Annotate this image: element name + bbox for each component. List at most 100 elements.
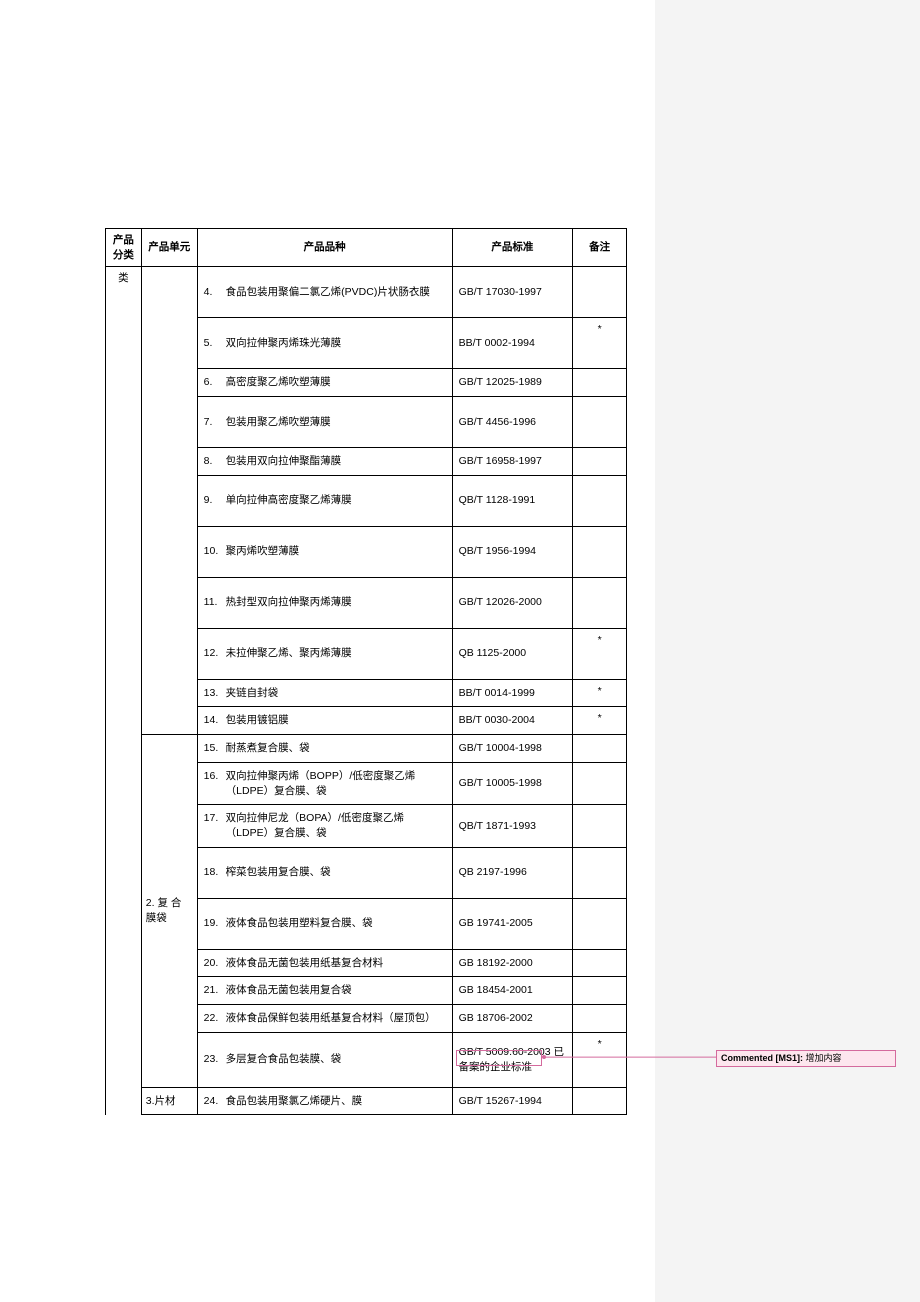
row-number: 11. [204, 595, 226, 610]
row-text: 多层复合食品包装膜、袋 [226, 1052, 444, 1067]
row-text: 高密度聚乙烯吹塑薄膜 [226, 375, 444, 390]
standard-cell: QB 2197-1996 [452, 847, 573, 898]
row-number: 22. [204, 1011, 226, 1026]
variety-cell: 24.食品包装用聚氯乙烯硬片、膜 [197, 1087, 452, 1115]
standard-cell: GB/T 10005-1998 [452, 762, 573, 804]
note-cell: * [573, 318, 627, 369]
table-row: 类 4.食品包装用聚偏二氯乙烯(PVDC)片状肠衣膜 GB/T 17030-19… [106, 267, 627, 318]
note-cell [573, 847, 627, 898]
note-cell [573, 448, 627, 476]
row-text: 聚丙烯吹塑薄膜 [226, 544, 444, 559]
standard-cell: BB/T 0014-1999 [452, 679, 573, 707]
variety-cell: 11.热封型双向拉伸聚丙烯薄膜 [197, 577, 452, 628]
row-number: 24. [204, 1094, 226, 1109]
row-number: 21. [204, 983, 226, 998]
standard-cell: QB/T 1871-1993 [452, 805, 573, 847]
row-text: 榨菜包装用复合膜、袋 [226, 865, 444, 880]
variety-cell: 17.双向拉伸尼龙（BOPA）/低密度聚乙烯（LDPE）复合膜、袋 [197, 805, 452, 847]
row-number: 19. [204, 916, 226, 931]
document-page: 产品分类 产品单元 产品品种 产品标准 备注 类 4.食品包装用聚偏二氯乙烯(P… [0, 0, 655, 1302]
standard-cell: QB/T 1956-1994 [452, 526, 573, 577]
col-header-variety: 产品品种 [197, 229, 452, 267]
comment-bubble[interactable]: Commented [MS1]: 增加内容 [716, 1050, 896, 1067]
row-text: 耐蒸煮复合膜、袋 [226, 741, 444, 756]
row-text: 双向拉伸聚丙烯（BOPP）/低密度聚乙烯（LDPE）复合膜、袋 [226, 769, 444, 798]
note-cell: * [573, 679, 627, 707]
standard-cell: QB/T 1128-1991 [452, 475, 573, 526]
standard-cell: GB/T 16958-1997 [452, 448, 573, 476]
row-number: 6. [204, 375, 226, 390]
category-cell: 类 [106, 267, 142, 1115]
row-text: 液体食品保鲜包装用纸基复合材料（屋顶包） [226, 1011, 444, 1026]
row-text: 包装用双向拉伸聚酯薄膜 [226, 454, 444, 469]
table-row: 2. 复 合 膜袋 15.耐蒸煮复合膜、袋 GB/T 10004-1998 [106, 735, 627, 763]
variety-cell: 5.双向拉伸聚丙烯珠光薄膜 [197, 318, 452, 369]
row-number: 23. [204, 1052, 226, 1067]
standard-cell: GB 18454-2001 [452, 977, 573, 1005]
comment-pane [655, 0, 920, 1302]
standard-cell: GB/T 15267-1994 [452, 1087, 573, 1115]
variety-cell: 7.包装用聚乙烯吹塑薄膜 [197, 397, 452, 448]
note-cell [573, 397, 627, 448]
comment-text: 增加内容 [806, 1053, 842, 1063]
row-text: 夹链自封袋 [226, 686, 444, 701]
note-cell [573, 267, 627, 318]
row-text: 包装用镀铝膜 [226, 713, 444, 728]
row-number: 15. [204, 741, 226, 756]
row-text: 热封型双向拉伸聚丙烯薄膜 [226, 595, 444, 610]
row-text: 液体食品包装用塑料复合膜、袋 [226, 916, 444, 931]
variety-cell: 6.高密度聚乙烯吹塑薄膜 [197, 369, 452, 397]
row-text: 双向拉伸尼龙（BOPA）/低密度聚乙烯（LDPE）复合膜、袋 [226, 811, 444, 840]
note-cell [573, 1087, 627, 1115]
variety-cell: 20.液体食品无菌包装用纸基复合材料 [197, 949, 452, 977]
standard-cell: GB 18706-2002 [452, 1004, 573, 1032]
variety-cell: 16.双向拉伸聚丙烯（BOPP）/低密度聚乙烯（LDPE）复合膜、袋 [197, 762, 452, 804]
row-text: 双向拉伸聚丙烯珠光薄膜 [226, 336, 444, 351]
row-text: 食品包装用聚氯乙烯硬片、膜 [226, 1094, 444, 1109]
row-number: 13. [204, 686, 226, 701]
row-text: 液体食品无菌包装用纸基复合材料 [226, 956, 444, 971]
note-cell [573, 369, 627, 397]
standard-cell: BB/T 0030-2004 [452, 707, 573, 735]
standard-cell: GB/T 17030-1997 [452, 267, 573, 318]
note-cell [573, 475, 627, 526]
variety-cell: 23.多层复合食品包装膜、袋 [197, 1032, 452, 1087]
row-text: 包装用聚乙烯吹塑薄膜 [226, 415, 444, 430]
standard-cell: GB/T 5009.60-2003 已备案的企业标准 [452, 1032, 573, 1087]
row-number: 5. [204, 336, 226, 351]
col-header-unit: 产品单元 [141, 229, 197, 267]
variety-cell: 14.包装用镀铝膜 [197, 707, 452, 735]
standard-cell: QB 1125-2000 [452, 628, 573, 679]
row-text: 单向拉伸高密度聚乙烯薄膜 [226, 493, 444, 508]
row-number: 18. [204, 865, 226, 880]
standard-cell: GB 18192-2000 [452, 949, 573, 977]
comment-label: Commented [MS1]: [721, 1053, 803, 1063]
row-number: 8. [204, 454, 226, 469]
table-row: 3.片材 24.食品包装用聚氯乙烯硬片、膜 GB/T 15267-1994 [106, 1087, 627, 1115]
row-text: 液体食品无菌包装用复合袋 [226, 983, 444, 998]
standard-cell: GB 19741-2005 [452, 898, 573, 949]
unit-cell-1 [141, 267, 197, 735]
variety-cell: 4.食品包装用聚偏二氯乙烯(PVDC)片状肠衣膜 [197, 267, 452, 318]
variety-cell: 15.耐蒸煮复合膜、袋 [197, 735, 452, 763]
standard-cell: GB/T 12025-1989 [452, 369, 573, 397]
table-header-row: 产品分类 产品单元 产品品种 产品标准 备注 [106, 229, 627, 267]
note-cell [573, 949, 627, 977]
row-text: 食品包装用聚偏二氯乙烯(PVDC)片状肠衣膜 [226, 285, 444, 300]
row-number: 12. [204, 646, 226, 661]
note-cell: * [573, 1032, 627, 1087]
note-cell: * [573, 628, 627, 679]
note-cell [573, 577, 627, 628]
col-header-standard: 产品标准 [452, 229, 573, 267]
row-number: 7. [204, 415, 226, 430]
standard-cell: BB/T 0002-1994 [452, 318, 573, 369]
unit-cell-2: 2. 复 合 膜袋 [141, 735, 197, 1088]
row-number: 10. [204, 544, 226, 559]
variety-cell: 21.液体食品无菌包装用复合袋 [197, 977, 452, 1005]
row-text: 未拉伸聚乙烯、聚丙烯薄膜 [226, 646, 444, 661]
row-number: 17. [204, 811, 226, 826]
note-cell [573, 735, 627, 763]
standard-cell: GB/T 10004-1998 [452, 735, 573, 763]
table-container: 产品分类 产品单元 产品品种 产品标准 备注 类 4.食品包装用聚偏二氯乙烯(P… [105, 228, 627, 1115]
note-cell [573, 898, 627, 949]
